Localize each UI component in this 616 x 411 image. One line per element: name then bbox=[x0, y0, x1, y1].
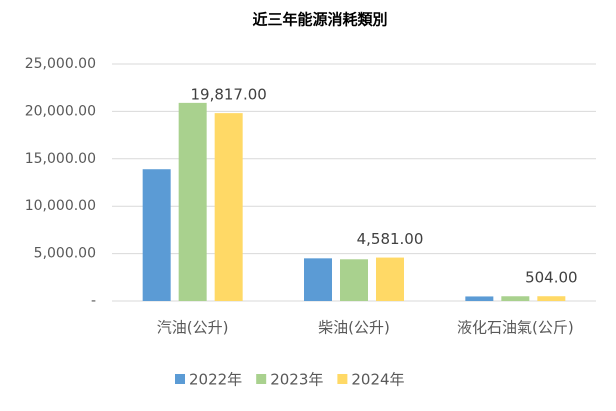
legend-label: 2024年 bbox=[351, 371, 404, 389]
bar bbox=[178, 102, 207, 301]
bar bbox=[340, 259, 368, 301]
y-tick-label: 5,000.00 bbox=[34, 246, 96, 262]
chart-title: 近三年能源消耗類別 bbox=[252, 11, 387, 29]
data-label: 19,817.00 bbox=[190, 86, 266, 104]
x-tick-label: 柴油(公升) bbox=[318, 319, 390, 337]
y-tick-label: 25,000.00 bbox=[25, 56, 96, 72]
legend-label: 2023年 bbox=[270, 371, 323, 389]
bar bbox=[376, 257, 404, 301]
y-tick-label: - bbox=[91, 293, 96, 309]
bar bbox=[304, 258, 332, 301]
legend-label: 2022年 bbox=[189, 371, 242, 389]
y-tick-label: 15,000.00 bbox=[25, 151, 96, 167]
x-tick-label: 液化石油氣(公斤) bbox=[457, 319, 574, 337]
bar bbox=[501, 296, 530, 301]
y-tick-label: 20,000.00 bbox=[25, 103, 96, 119]
bar bbox=[537, 296, 566, 301]
legend-swatch bbox=[337, 374, 348, 384]
x-tick-label: 汽油(公升) bbox=[157, 319, 229, 337]
data-label: 504.00 bbox=[525, 269, 578, 287]
bar bbox=[214, 113, 243, 301]
y-tick-label: 10,000.00 bbox=[25, 198, 96, 214]
bar bbox=[142, 169, 171, 301]
legend-swatch bbox=[175, 374, 185, 384]
data-label: 4,581.00 bbox=[357, 230, 424, 248]
bar bbox=[465, 296, 494, 301]
legend-swatch bbox=[256, 374, 267, 384]
